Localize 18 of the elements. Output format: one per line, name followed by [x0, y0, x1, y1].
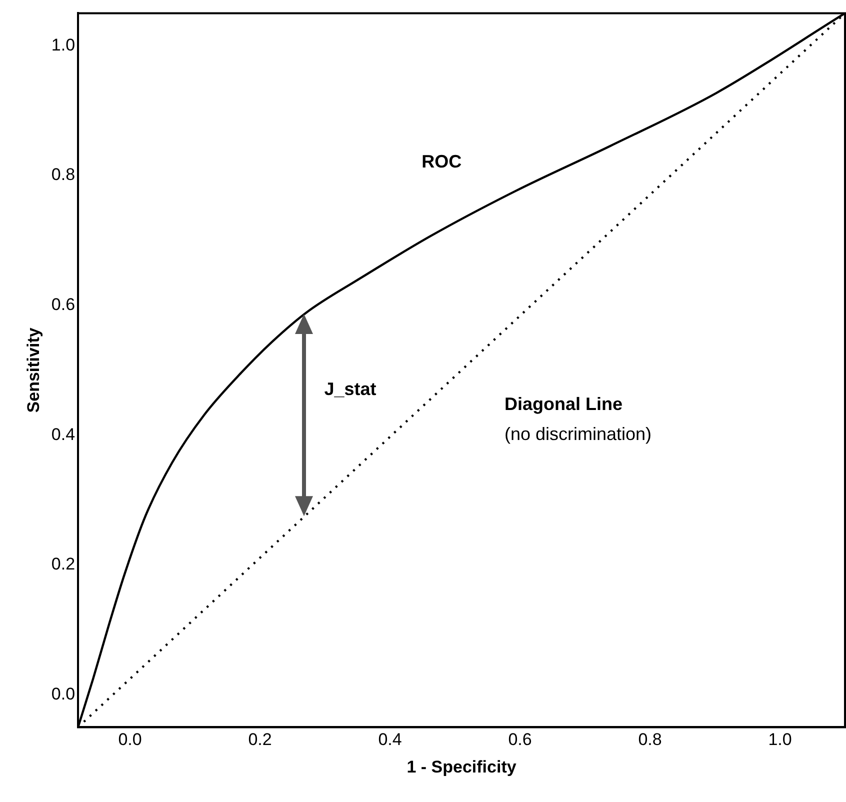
y-tick-label: 1.0: [51, 35, 76, 54]
annotation: Diagonal Line: [504, 394, 622, 414]
annotation: ROC: [422, 151, 462, 172]
y-tick-label: 0.8: [51, 165, 76, 184]
y-tick-label: 0.0: [51, 684, 76, 704]
x-tick-label: 0.4: [378, 730, 402, 750]
annotation: J_stat: [324, 379, 376, 400]
x-tick-label: 0.0: [118, 730, 142, 750]
x-tick-label: 0.2: [248, 730, 272, 750]
x-axis-title: 1 - Specificity: [406, 757, 517, 776]
x-tick-label: 0.8: [638, 730, 662, 750]
y-tick-label: 0.6: [51, 294, 76, 314]
x-tick-label: 0.6: [508, 730, 532, 750]
y-tick-label: 0.4: [51, 424, 76, 444]
y-tick-label: 0.2: [51, 554, 76, 574]
annotation: (no discrimination): [504, 424, 652, 444]
y-axis-title: Sensitivity: [24, 327, 43, 413]
x-tick-label: 1.0: [768, 730, 792, 750]
